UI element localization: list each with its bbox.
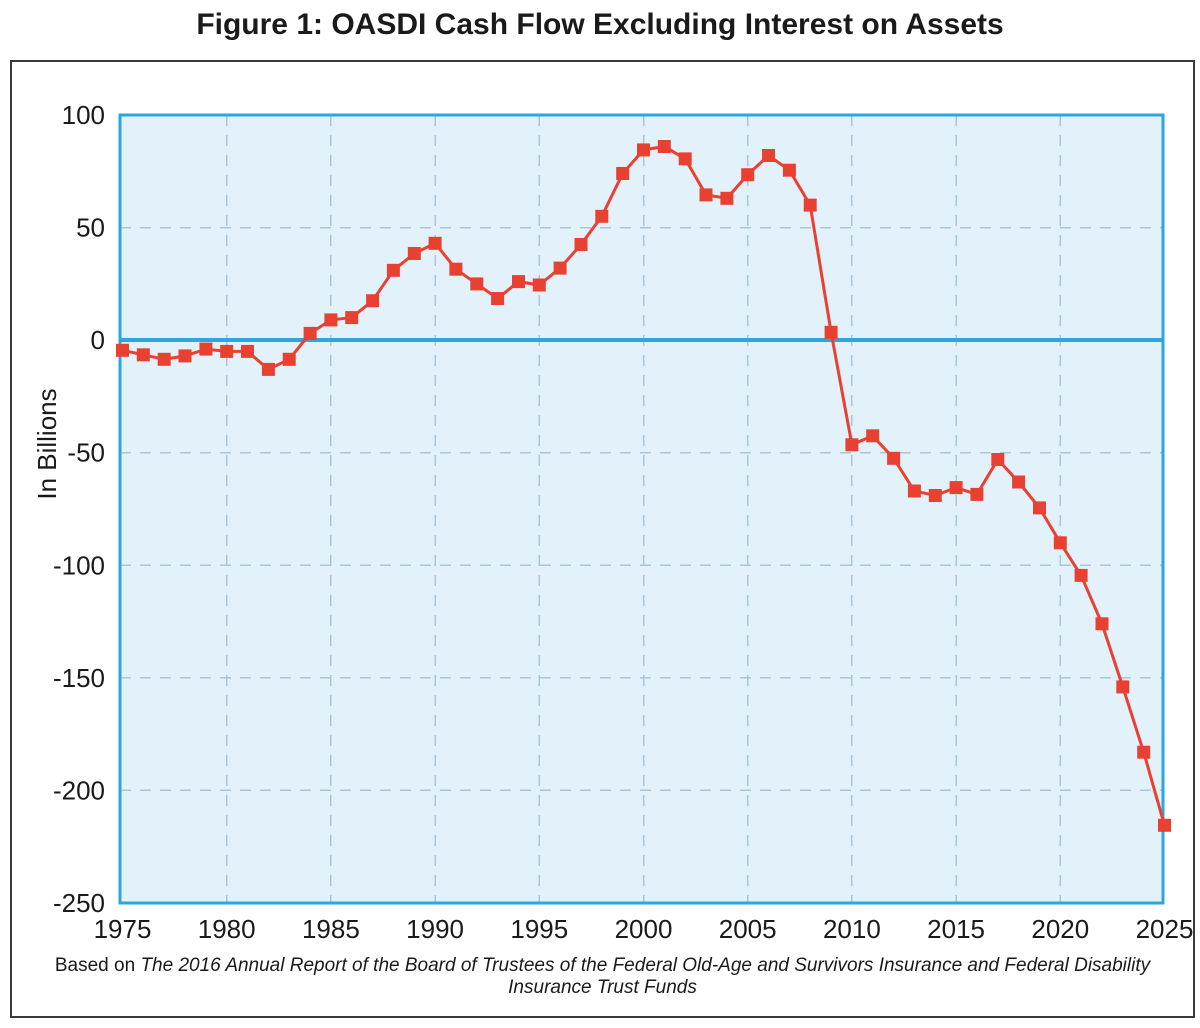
data-point: [386, 263, 400, 277]
y-tick-label: -200: [53, 775, 105, 805]
data-point: [491, 292, 505, 305]
y-axis-title: In Billions: [32, 388, 62, 499]
data-point: [1033, 501, 1046, 515]
data-point: [845, 438, 859, 452]
data-point: [803, 198, 817, 212]
x-tick-label: 1985: [302, 914, 360, 944]
data-point: [699, 188, 713, 202]
data-point: [1012, 475, 1026, 489]
figure-frame: 100 50 0 -50 -100 -150 -200 -250 1975 1980 1985 199…: [10, 60, 1195, 1018]
data-point: [282, 352, 296, 366]
x-tick-label: 1990: [406, 914, 464, 944]
data-point: [366, 294, 380, 308]
data-point: [1116, 680, 1130, 694]
data-point: [637, 143, 650, 157]
data-point: [616, 167, 630, 180]
data-point: [1053, 536, 1067, 550]
y-tick-label: 0: [91, 325, 105, 355]
data-point: [470, 277, 484, 291]
x-tick-label: 1975: [94, 914, 152, 944]
figure-title: Figure 1: OASDI Cash Flow Excluding Inte…: [196, 8, 1004, 41]
data-point: [907, 484, 921, 498]
x-axis-tick-labels: 1975 1980 1985 1990 1995 2000 2005 2010 2015 2020…: [94, 914, 1193, 944]
y-tick-label: -100: [53, 550, 105, 580]
data-point: [887, 451, 901, 465]
data-point: [324, 313, 338, 327]
data-point: [1074, 568, 1088, 582]
x-tick-label: 2000: [615, 914, 673, 944]
data-point: [532, 278, 546, 292]
data-point: [220, 344, 234, 358]
x-tick-label: 1980: [198, 914, 256, 944]
data-point: [991, 453, 1005, 466]
y-tick-label: 100: [62, 100, 105, 130]
data-point: [824, 325, 838, 339]
data-point: [720, 191, 734, 205]
data-point: [866, 429, 880, 443]
data-point: [574, 238, 588, 251]
x-tick-label: 1995: [510, 914, 568, 944]
data-point: [553, 261, 567, 275]
data-point: [970, 487, 984, 501]
source-caption: Based on The 2016 Annual Report of the B…: [12, 955, 1193, 999]
gridlines: [120, 115, 1163, 903]
caption-prefix: Based on: [54, 955, 141, 976]
x-tick-label: 2010: [823, 914, 881, 944]
data-point: [928, 489, 942, 502]
plot-border: [118, 113, 1165, 905]
data-point: [157, 352, 171, 366]
x-tick-label: 2005: [719, 914, 777, 944]
y-tick-label: -50: [67, 438, 105, 468]
y-tick-label: -150: [53, 663, 105, 693]
data-point: [345, 311, 359, 325]
data-point: [407, 247, 421, 260]
y-tick-label: 50: [76, 213, 105, 243]
data-point: [178, 349, 192, 363]
data-point: [949, 481, 963, 495]
data-point: [1095, 617, 1109, 631]
y-axis-tick-labels: 100 50 0 -50 -100 -150 -200 -250: [53, 100, 105, 918]
data-point: [116, 343, 129, 357]
data-point: [741, 168, 755, 182]
x-tick-label: 2025: [1136, 914, 1193, 944]
data-point: [1158, 818, 1171, 832]
data-point: [512, 275, 525, 289]
data-point: [678, 152, 692, 166]
data-point: [657, 140, 671, 153]
data-point: [241, 344, 254, 358]
data-point: [136, 348, 150, 362]
series-markers: [116, 140, 1171, 832]
caption-source-title: The 2016 Annual Report of the Board of T…: [140, 955, 1151, 998]
data-point: [303, 326, 317, 340]
y-tick-label: -250: [53, 888, 105, 918]
data-point: [199, 342, 213, 356]
plot-area: [120, 115, 1163, 903]
data-point: [1137, 745, 1151, 759]
data-point: [428, 236, 442, 250]
x-tick-label: 2015: [927, 914, 985, 944]
data-point: [782, 163, 796, 177]
data-point: [762, 149, 775, 162]
data-point: [449, 262, 463, 276]
data-point: [595, 209, 609, 223]
x-tick-label: 2020: [1031, 914, 1089, 944]
data-point: [261, 362, 275, 376]
